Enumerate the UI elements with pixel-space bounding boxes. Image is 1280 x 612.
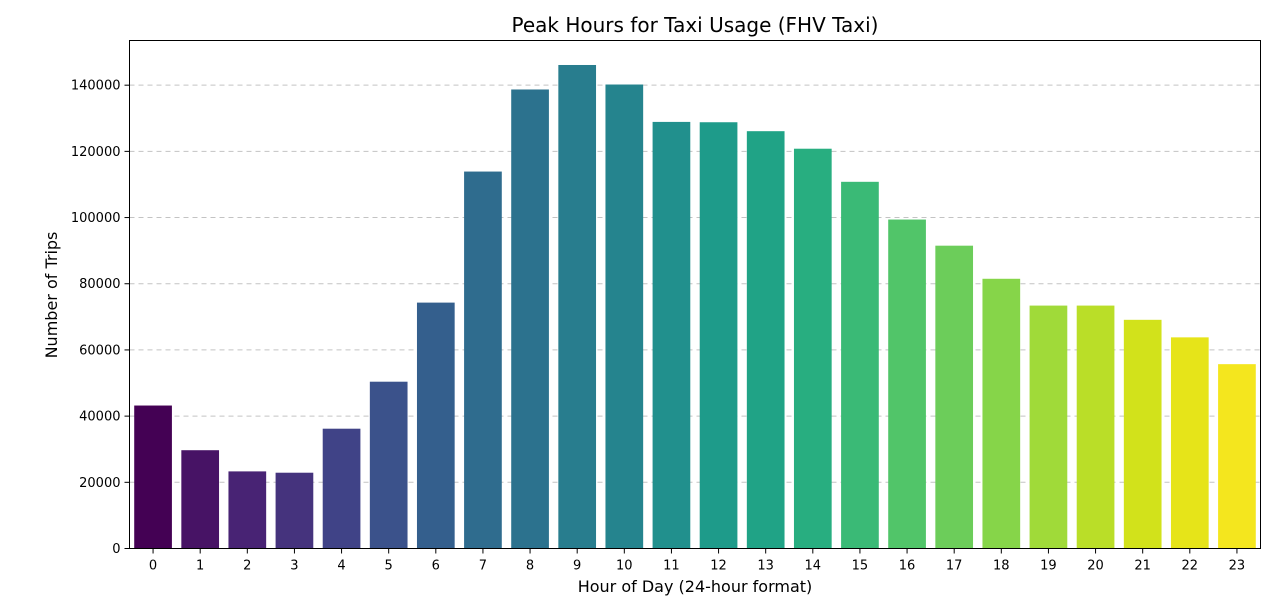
bar-hour-16 [888, 219, 926, 549]
bar-hour-9 [558, 64, 597, 549]
bar-hour-8 [511, 89, 549, 549]
x-tick-label: 0 [149, 559, 157, 574]
x-tick-label: 7 [479, 559, 487, 574]
bar-hour-10 [605, 84, 644, 549]
x-tick-label: 2 [243, 559, 251, 574]
x-tick-label: 23 [1229, 559, 1246, 574]
plot-frame [129, 40, 1261, 549]
bar-hour-7 [464, 171, 502, 549]
x-tick-label: 11 [663, 559, 680, 574]
bar-hour-14 [793, 148, 832, 549]
bar-hour-3 [275, 472, 314, 549]
y-tick-label: 120000 [71, 145, 121, 160]
x-tick-label: 4 [337, 559, 345, 574]
x-axis-label: Hour of Day (24-hour format) [578, 577, 813, 596]
y-axis-label: Number of Trips [42, 232, 61, 359]
y-tick-label: 20000 [79, 476, 120, 491]
x-tick-label: 22 [1182, 559, 1199, 574]
y-tick-label: 40000 [79, 410, 120, 425]
x-tick-label: 18 [993, 559, 1010, 574]
x-tick-label: 14 [805, 559, 822, 574]
x-tick-label: 8 [526, 559, 534, 574]
bar-hour-11 [652, 121, 691, 549]
x-tick-label: 1 [196, 559, 204, 574]
x-axis-ticks: 0 1 2 3 4 5 6 7 8 9 10 11 12 13 14 15 16 17 18 19 20 21 22 23 [149, 548, 1246, 574]
y-tick-label: 140000 [71, 79, 121, 94]
bar-hour-17 [935, 245, 974, 549]
bar-hour-20 [1076, 305, 1115, 549]
bar-hour-22 [1170, 337, 1209, 549]
bars [134, 64, 1256, 549]
x-tick-label: 17 [946, 559, 963, 574]
bar-hour-4 [322, 428, 361, 549]
bar-hour-21 [1123, 319, 1162, 549]
x-tick-label: 16 [899, 559, 916, 574]
x-tick-label: 20 [1087, 559, 1104, 574]
chart-title: Peak Hours for Taxi Usage (FHV Taxi) [512, 13, 879, 37]
x-tick-label: 9 [573, 559, 581, 574]
bar-hour-23 [1218, 364, 1256, 549]
x-tick-label: 12 [710, 559, 727, 574]
bar-hour-2 [228, 471, 267, 549]
x-tick-label: 5 [385, 559, 393, 574]
bar-hour-5 [369, 381, 408, 549]
x-tick-label: 19 [1040, 559, 1057, 574]
bar-hour-15 [841, 181, 879, 549]
x-tick-label: 15 [852, 559, 869, 574]
bar-hour-18 [982, 278, 1021, 549]
bar-hour-12 [699, 122, 738, 549]
y-tick-label: 80000 [79, 277, 120, 292]
bar-hour-19 [1029, 305, 1068, 549]
bar-hour-13 [746, 131, 785, 549]
bar-hour-6 [416, 302, 455, 549]
x-tick-label: 21 [1134, 559, 1151, 574]
y-tick-label: 60000 [79, 343, 120, 358]
y-tick-label: 0 [112, 542, 120, 557]
bar-hour-0 [134, 405, 172, 549]
x-tick-label: 10 [616, 559, 633, 574]
y-axis-ticks: 0 20000 40000 60000 80000 100000 120000 140000 [71, 79, 130, 557]
bar-hour-1 [181, 450, 220, 549]
x-tick-label: 13 [757, 559, 774, 574]
x-tick-label: 3 [290, 559, 298, 574]
x-tick-label: 6 [432, 559, 440, 574]
y-tick-label: 100000 [71, 211, 121, 226]
